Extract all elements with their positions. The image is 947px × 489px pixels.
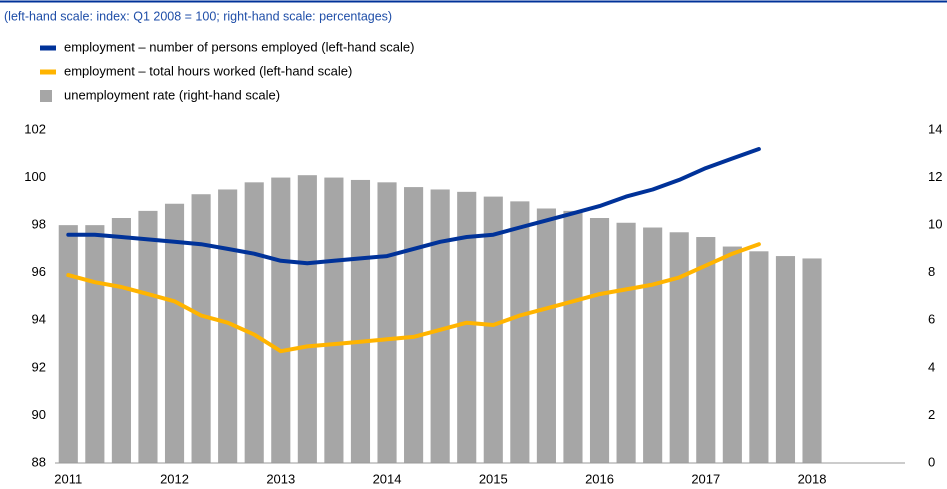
- bar: [510, 201, 530, 463]
- y-tick-label: 100: [24, 169, 46, 184]
- x-tick-label: 2018: [798, 471, 827, 486]
- bar: [643, 227, 663, 463]
- x-tick-label: 2017: [691, 471, 720, 486]
- bar: [244, 182, 264, 464]
- y-tick-label: 102: [24, 121, 46, 136]
- y2-tick-label: 12: [928, 169, 942, 184]
- legend-swatch: [40, 90, 52, 102]
- x-tick-label: 2016: [585, 471, 614, 486]
- legend-label: unemployment rate (right-hand scale): [64, 87, 280, 102]
- bar: [324, 177, 344, 464]
- y2-tick-label: 10: [928, 217, 942, 232]
- bar: [669, 232, 689, 463]
- legend-swatch: [40, 45, 56, 51]
- bar: [218, 189, 238, 463]
- bar: [536, 208, 556, 463]
- bar: [589, 218, 610, 463]
- bar: [111, 218, 131, 463]
- bar: [191, 194, 211, 463]
- bar: [563, 210, 583, 463]
- y-tick-label: 94: [32, 312, 46, 327]
- y2-tick-label: 6: [928, 312, 935, 327]
- chart-subtitle: (left-hand scale: index: Q1 2008 = 100; …: [4, 9, 392, 23]
- y-tick-label: 88: [32, 454, 46, 469]
- x-tick-label: 2012: [160, 471, 189, 486]
- bar: [775, 256, 796, 463]
- y-tick-label: 92: [32, 359, 46, 374]
- bar: [616, 222, 636, 463]
- y-tick-label: 96: [32, 264, 46, 279]
- x-tick-label: 2014: [373, 471, 402, 486]
- x-tick-label: 2013: [266, 471, 295, 486]
- bar: [138, 210, 158, 463]
- y2-tick-label: 4: [928, 359, 935, 374]
- bar: [85, 225, 105, 463]
- bar: [802, 258, 822, 463]
- bar: [58, 225, 78, 463]
- y2-tick-label: 2: [928, 407, 935, 422]
- bar: [271, 177, 291, 464]
- bar: [350, 179, 371, 463]
- bar: [404, 187, 424, 464]
- x-tick-label: 2015: [479, 471, 508, 486]
- y-tick-label: 98: [32, 217, 46, 232]
- line: [66, 147, 761, 266]
- bar: [430, 189, 450, 463]
- x-tick-label: 2011: [54, 471, 82, 486]
- legend-swatch: [40, 69, 56, 75]
- bar: [297, 175, 317, 463]
- y2-tick-label: 14: [928, 121, 942, 136]
- bar: [749, 251, 769, 463]
- bar: [722, 246, 742, 463]
- y2-tick-label: 0: [928, 454, 935, 469]
- y-tick-label: 90: [32, 407, 46, 422]
- bar: [483, 196, 503, 463]
- bar: [164, 203, 185, 463]
- bar: [457, 191, 477, 464]
- y2-tick-label: 8: [928, 264, 935, 279]
- legend-label: employment – number of persons employed …: [64, 39, 414, 54]
- legend-label: employment – total hours worked (left-ha…: [64, 63, 352, 78]
- bar: [696, 237, 716, 463]
- line: [66, 242, 761, 354]
- bar: [377, 182, 397, 464]
